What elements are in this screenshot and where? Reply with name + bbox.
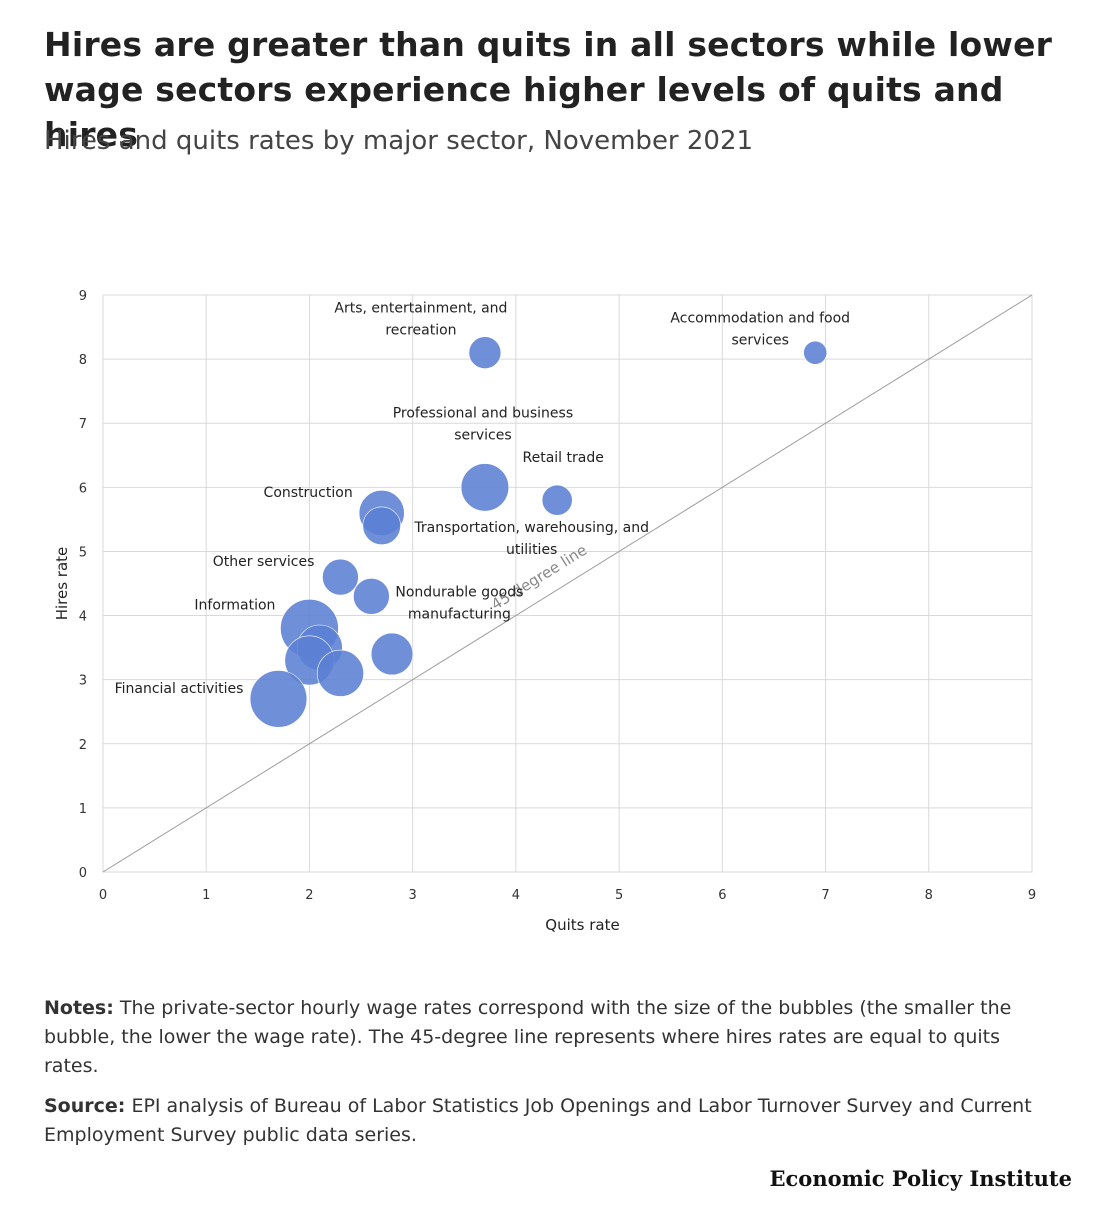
x-tick-label: 8 — [925, 888, 933, 903]
y-tick-label: 8 — [79, 353, 87, 368]
bubble-label: Accommodation and food — [670, 311, 850, 327]
bubble-label: manufacturing — [408, 606, 511, 622]
bubble — [468, 336, 502, 369]
bubble-label: Nondurable goods — [395, 584, 523, 600]
bubble — [370, 632, 414, 676]
bubble-label: Information — [194, 597, 275, 613]
x-tick-label: 6 — [718, 888, 726, 903]
bubble — [803, 340, 828, 365]
bubble-label: Professional and business — [393, 405, 573, 421]
x-tick-label: 9 — [1028, 888, 1036, 903]
y-tick-label: 2 — [79, 738, 87, 753]
bubble-label: Construction — [264, 485, 353, 501]
axes: 0 1 2 3 4 5 6 7 8 9 0 1 2 3 4 5 6 7 8 9 Quits rate Hires rate — [53, 289, 1036, 934]
notes-text: The private-sector hourly wage rates cor… — [44, 997, 1012, 1077]
notes: Notes: The private-sector hourly wage ra… — [44, 994, 1054, 1081]
bubble-chart: 45-degree line Arts, entertainment, and r… — [53, 289, 1036, 934]
bubble — [460, 463, 510, 512]
x-tick-label: 2 — [305, 888, 313, 903]
y-tick-label: 7 — [79, 417, 87, 432]
bubble-label: services — [454, 427, 511, 443]
y-tick-label: 5 — [79, 545, 87, 560]
bubbles — [249, 336, 828, 728]
bubble-label: Arts, entertainment, and — [334, 301, 507, 317]
x-tick-label: 4 — [512, 888, 520, 903]
chart-title: Hires are greater than quits in all sect… — [44, 25, 1053, 154]
x-tick-label: 1 — [202, 888, 210, 903]
y-tick-label: 0 — [79, 866, 87, 881]
y-tick-label: 4 — [79, 610, 87, 625]
x-tick-label: 5 — [615, 888, 623, 903]
bubble-label: services — [732, 333, 789, 349]
bubble — [362, 506, 401, 546]
source-label: Source: — [44, 1095, 126, 1117]
bubble — [249, 670, 308, 728]
bubble-label: Financial activities — [115, 681, 244, 697]
bubble-label: utilities — [506, 542, 557, 558]
brand-logo: Economic Policy Institute — [769, 1166, 1072, 1191]
chart-subtitle: Hires and quits rates by major sector, N… — [44, 126, 754, 156]
x-tick-label: 0 — [99, 888, 107, 903]
bubble-labels: Arts, entertainment, and recreation Accomm… — [115, 301, 850, 697]
reference-line-group: 45-degree line — [102, 294, 1033, 873]
source-text: EPI analysis of Bureau of Labor Statisti… — [44, 1095, 1032, 1146]
source: Source: EPI analysis of Bureau of Labor … — [44, 1092, 1054, 1150]
x-tick-label: 7 — [821, 888, 829, 903]
bubble-label: recreation — [385, 323, 456, 339]
bubble — [353, 578, 390, 615]
y-tick-label: 3 — [79, 674, 87, 689]
plot-frame — [102, 294, 1033, 873]
bubble-label: Retail trade — [523, 450, 604, 466]
bubble-label: Other services — [213, 554, 315, 570]
y-axis-title: Hires rate — [53, 547, 71, 621]
x-tick-label: 3 — [409, 888, 417, 903]
bubble-label: Transportation, warehousing, and — [413, 520, 649, 536]
x-axis-title: Quits rate — [545, 916, 619, 934]
notes-label: Notes: — [44, 997, 114, 1019]
y-tick-label: 9 — [79, 289, 87, 304]
y-tick-label: 1 — [79, 802, 87, 817]
reference-line — [102, 294, 1033, 873]
bubble — [316, 649, 364, 697]
bubble — [541, 484, 573, 516]
y-tick-label: 6 — [79, 481, 87, 496]
grid — [102, 294, 1033, 873]
bubble — [322, 558, 359, 596]
